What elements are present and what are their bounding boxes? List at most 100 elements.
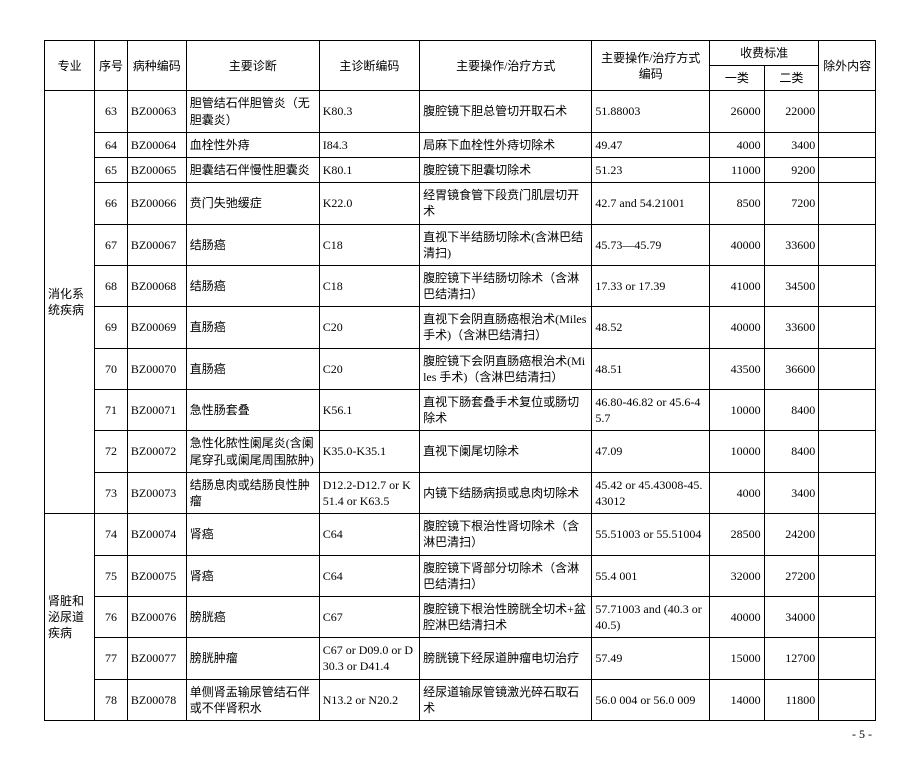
cell-seq: 70 [95,348,128,389]
cell-op-code: 51.88003 [592,91,710,132]
cell-fee1: 40000 [710,596,765,637]
cell-operation: 经尿道输尿管镜激光碎石取石术 [420,679,592,720]
cell-fee1: 40000 [710,224,765,265]
cell-specialty: 消化系统疾病 [45,91,95,514]
cell-seq: 68 [95,265,128,306]
cell-code: BZ00073 [127,472,186,513]
table-row: 68BZ00068结肠癌C18腹腔镜下半结肠切除术（含淋巴结清扫）17.33 o… [45,265,876,306]
cell-operation: 腹腔镜下胆总管切开取石术 [420,91,592,132]
cell-code: BZ00074 [127,514,186,555]
page-number: - 5 - [44,727,876,742]
header-exclusion: 除外内容 [819,41,876,91]
cell-fee1: 26000 [710,91,765,132]
cell-exclusion [819,224,876,265]
cell-diag-code: K80.1 [319,157,419,182]
cell-exclusion [819,514,876,555]
cell-diag-code: C67 or D09.0 or D30.3 or D41.4 [319,638,419,679]
cell-exclusion [819,183,876,224]
header-op-code: 主要操作/治疗方式编码 [592,41,710,91]
cell-diagnosis: 贲门失弛缓症 [186,183,319,224]
cell-op-code: 46.80-46.82 or 45.6-45.7 [592,390,710,431]
cell-diag-code: K35.0-K35.1 [319,431,419,472]
cell-fee2: 24200 [764,514,819,555]
cell-exclusion [819,348,876,389]
cell-diag-code: C20 [319,307,419,348]
table-row: 75BZ00075肾癌C64腹腔镜下肾部分切除术（含淋巴结清扫）55.4 001… [45,555,876,596]
cell-fee2: 8400 [764,390,819,431]
cell-exclusion [819,431,876,472]
cell-code: BZ00070 [127,348,186,389]
cell-fee1: 41000 [710,265,765,306]
table-body: 消化系统疾病63BZ00063胆管结石伴胆管炎（无胆囊炎）K80.3腹腔镜下胆总… [45,91,876,721]
cell-operation: 腹腔镜下根治性肾切除术（含淋巴清扫） [420,514,592,555]
cell-fee2: 33600 [764,307,819,348]
cell-fee1: 32000 [710,555,765,596]
cell-fee1: 4000 [710,472,765,513]
table-row: 肾脏和泌尿道疾病74BZ00074肾癌C64腹腔镜下根治性肾切除术（含淋巴清扫）… [45,514,876,555]
cell-diagnosis: 急性肠套叠 [186,390,319,431]
cell-diagnosis: 肾癌 [186,514,319,555]
cell-operation: 直视下半结肠切除术(含淋巴结清扫) [420,224,592,265]
cell-code: BZ00068 [127,265,186,306]
cell-op-code: 42.7 and 54.21001 [592,183,710,224]
table-row: 65BZ00065胆囊结石伴慢性胆囊炎K80.1腹腔镜下胆囊切除术51.2311… [45,157,876,182]
header-fee1: 一类 [710,66,765,91]
cell-code: BZ00069 [127,307,186,348]
cell-diagnosis: 急性化脓性阑尾炎(含阑尾穿孔或阑尾周围脓肿) [186,431,319,472]
cell-code: BZ00075 [127,555,186,596]
cell-op-code: 47.09 [592,431,710,472]
cell-diagnosis: 直肠癌 [186,307,319,348]
table-row: 66BZ00066贲门失弛缓症K22.0经胃镜食管下段贲门肌层切开术42.7 a… [45,183,876,224]
header-specialty: 专业 [45,41,95,91]
cell-fee2: 11800 [764,679,819,720]
cell-exclusion [819,638,876,679]
header-operation: 主要操作/治疗方式 [420,41,592,91]
cell-op-code: 17.33 or 17.39 [592,265,710,306]
cell-exclusion [819,596,876,637]
cell-diagnosis: 结肠息肉或结肠良性肿瘤 [186,472,319,513]
cell-code: BZ00077 [127,638,186,679]
table-row: 64BZ00064血栓性外痔I84.3局麻下血栓性外痔切除术49.4740003… [45,132,876,157]
cell-fee2: 8400 [764,431,819,472]
medical-fee-table: 专业 序号 病种编码 主要诊断 主诊断编码 主要操作/治疗方式 主要操作/治疗方… [44,40,876,721]
cell-seq: 76 [95,596,128,637]
cell-code: BZ00078 [127,679,186,720]
cell-diag-code: K56.1 [319,390,419,431]
cell-exclusion [819,91,876,132]
cell-diag-code: K80.3 [319,91,419,132]
cell-fee2: 12700 [764,638,819,679]
cell-fee2: 22000 [764,91,819,132]
header-diagnosis: 主要诊断 [186,41,319,91]
cell-fee2: 34500 [764,265,819,306]
cell-diagnosis: 血栓性外痔 [186,132,319,157]
cell-exclusion [819,472,876,513]
cell-fee1: 15000 [710,638,765,679]
cell-fee2: 33600 [764,224,819,265]
cell-fee2: 3400 [764,132,819,157]
table-row: 69BZ00069直肠癌C20直视下会阴直肠癌根治术(Miles 手术)（含淋巴… [45,307,876,348]
cell-code: BZ00066 [127,183,186,224]
cell-diagnosis: 膀胱肿瘤 [186,638,319,679]
cell-op-code: 56.0 004 or 56.0 009 [592,679,710,720]
cell-seq: 65 [95,157,128,182]
cell-operation: 腹腔镜下胆囊切除术 [420,157,592,182]
header-code: 病种编码 [127,41,186,91]
cell-code: BZ00065 [127,157,186,182]
cell-diagnosis: 结肠癌 [186,224,319,265]
cell-op-code: 57.49 [592,638,710,679]
cell-exclusion [819,555,876,596]
cell-exclusion [819,265,876,306]
table-row: 67BZ00067结肠癌C18直视下半结肠切除术(含淋巴结清扫)45.73—45… [45,224,876,265]
cell-seq: 64 [95,132,128,157]
cell-fee1: 40000 [710,307,765,348]
header-fee2: 二类 [764,66,819,91]
cell-operation: 局麻下血栓性外痔切除术 [420,132,592,157]
cell-operation: 腹腔镜下半结肠切除术（含淋巴结清扫） [420,265,592,306]
cell-exclusion [819,307,876,348]
cell-diagnosis: 膀胱癌 [186,596,319,637]
cell-diag-code: C64 [319,555,419,596]
table-row: 77BZ00077膀胱肿瘤C67 or D09.0 or D30.3 or D4… [45,638,876,679]
cell-exclusion [819,132,876,157]
cell-operation: 腹腔镜下肾部分切除术（含淋巴结清扫） [420,555,592,596]
cell-fee2: 9200 [764,157,819,182]
